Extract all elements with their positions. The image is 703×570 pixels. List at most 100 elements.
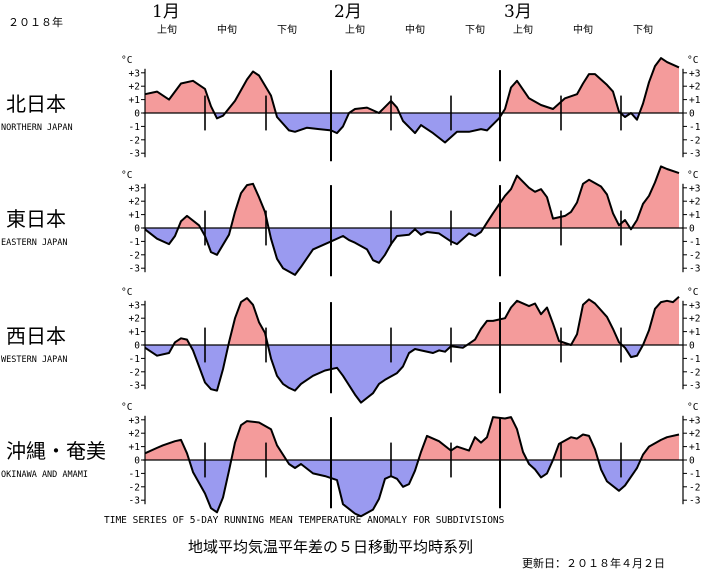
positive-anomaly-area [145, 296, 679, 345]
y-tick-label: 0 [689, 456, 695, 467]
y-tick-label: +1 [689, 95, 701, 106]
y-tick-label: -3 [129, 381, 140, 392]
y-tick-label: 0 [134, 109, 140, 120]
region-panels: 北日本 NORTHERN JAPAN +3 +2 +1 0 -1 -2 -3 °C +3 +2 +1 0 -… [1, 55, 701, 518]
y-tick-label: -2 [129, 367, 140, 378]
y-tick-label: -1 [689, 469, 701, 480]
year-label: ２０１８年 [8, 15, 63, 29]
month-label-jan: 1月 [152, 2, 180, 22]
y-tick-label: -3 [689, 149, 700, 160]
y-tick-label: -2 [689, 482, 700, 493]
y-tick-label: -2 [689, 367, 700, 378]
period-mar-mid: 中旬 [573, 23, 593, 36]
region-name-en: EASTERN JAPAN [1, 238, 68, 248]
y-tick-label: +3 [689, 68, 700, 79]
y-tick-label: -2 [129, 135, 140, 146]
y-tick-label: -3 [129, 149, 140, 160]
y-tick-label: 0 [134, 224, 140, 235]
update-date: 更新日：２０１８年４月２日 [522, 556, 665, 570]
region-name: 北日本 [6, 92, 66, 116]
y-tick-label: -1 [689, 122, 701, 133]
period-feb-mid: 中旬 [405, 23, 425, 36]
unit-label: °C [687, 402, 698, 413]
y-tick-label: +1 [129, 210, 141, 221]
anomaly-line [144, 416, 680, 518]
region-name: 西日本 [6, 324, 66, 348]
unit-label: °C [687, 170, 698, 181]
y-tick-label: +1 [689, 210, 701, 221]
period-feb-early: 上旬 [345, 23, 365, 36]
region-name-en: OKINAWA AND AMAMI [1, 470, 88, 480]
period-feb-late: 下旬 [465, 23, 485, 36]
y-tick-label: -2 [689, 250, 700, 261]
period-jan-mid: 中旬 [217, 23, 237, 36]
english-caption: TIME SERIES OF 5-DAY RUNNING MEAN TEMPER… [104, 515, 505, 526]
y-tick-label: -1 [129, 122, 141, 133]
y-tick-label: +1 [129, 95, 141, 106]
y-tick-label: +2 [129, 429, 140, 440]
positive-anomaly-area [145, 166, 679, 228]
region-panel: 西日本 WESTERN JAPAN +3 +2 +1 0 -1 -2 -3 °C +3 +2 +1 0 -1… [1, 287, 701, 404]
unit-label: °C [121, 55, 132, 66]
negative-anomaly-area [145, 345, 679, 403]
y-tick-label: +2 [689, 197, 700, 208]
y-tick-label: +1 [689, 442, 701, 453]
y-tick-label: +3 [129, 68, 140, 79]
y-tick-label: -1 [129, 469, 141, 480]
y-tick-label: -3 [689, 381, 700, 392]
month-label-feb: 2月 [334, 2, 362, 22]
anomaly-line [144, 296, 680, 404]
y-tick-label: +3 [129, 415, 140, 426]
y-tick-label: +2 [689, 82, 700, 93]
y-tick-label: +2 [129, 197, 140, 208]
y-tick-label: 0 [689, 341, 695, 352]
anomaly-line [144, 57, 680, 144]
y-tick-label: -3 [129, 264, 140, 275]
y-tick-label: -2 [129, 250, 140, 261]
region-panel: 東日本 EASTERN JAPAN +3 +2 +1 0 -1 -2 -3 °C +3 +2 +1 0 -1… [1, 165, 701, 277]
region-name-en: WESTERN JAPAN [1, 355, 68, 365]
y-tick-label: 0 [134, 456, 140, 467]
unit-label: °C [687, 55, 698, 66]
y-tick-label: +2 [129, 82, 140, 93]
y-tick-label: -1 [689, 354, 701, 365]
unit-label: °C [121, 287, 132, 298]
y-tick-label: 0 [689, 109, 695, 120]
region-name: 東日本 [6, 207, 66, 231]
period-mar-late: 下旬 [633, 23, 653, 36]
unit-label: °C [121, 402, 132, 413]
negative-anomaly-area [145, 460, 679, 517]
negative-anomaly-area [145, 113, 679, 143]
unit-label: °C [121, 170, 132, 181]
y-tick-label: +3 [129, 183, 140, 194]
y-tick-label: -2 [129, 482, 140, 493]
y-tick-label: 0 [134, 341, 140, 352]
region-panel: 沖縄・奄美 OKINAWA AND AMAMI +3 +2 +1 0 -1 -2 -3 °C +3 +… [1, 402, 701, 518]
negative-anomaly-area [145, 228, 679, 275]
y-tick-label: -1 [129, 237, 141, 248]
y-tick-label: -1 [129, 354, 141, 365]
region-name: 沖縄・奄美 [6, 439, 106, 463]
y-tick-label: +3 [689, 300, 700, 311]
y-tick-label: +3 [689, 183, 700, 194]
y-tick-label: -1 [689, 237, 701, 248]
y-tick-label: -2 [689, 135, 700, 146]
region-panel: 北日本 NORTHERN JAPAN +3 +2 +1 0 -1 -2 -3 °C +3 +2 +1 0 -… [1, 55, 701, 162]
region-name-en: NORTHERN JAPAN [1, 123, 73, 133]
y-tick-label: +1 [129, 442, 141, 453]
y-tick-label: -3 [689, 496, 700, 507]
y-tick-label: +1 [129, 327, 141, 338]
period-mar-early: 上旬 [513, 23, 533, 36]
anomaly-line [144, 165, 680, 276]
y-tick-label: +1 [689, 327, 701, 338]
y-tick-label: -3 [689, 264, 700, 275]
y-tick-label: +3 [129, 300, 140, 311]
month-label-mar: 3月 [504, 2, 532, 22]
y-tick-label: +2 [689, 429, 700, 440]
y-tick-label: +3 [689, 415, 700, 426]
y-tick-label: 0 [689, 224, 695, 235]
japanese-title: 地域平均気温平年差の５日移動平均時系列 [188, 538, 473, 556]
period-jan-early: 上旬 [157, 23, 177, 36]
positive-anomaly-area [145, 58, 679, 113]
